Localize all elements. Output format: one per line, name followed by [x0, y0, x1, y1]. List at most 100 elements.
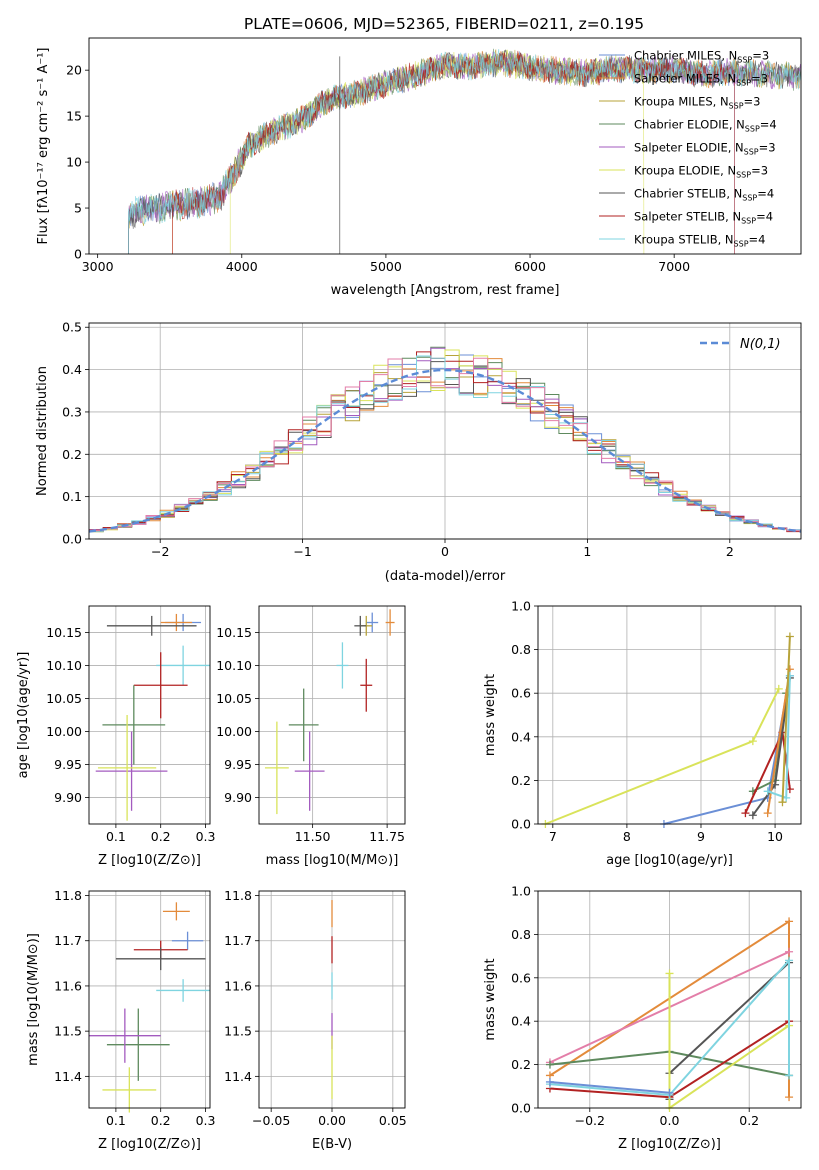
- y-tick-label: 0.8: [511, 642, 531, 657]
- figure-title: PLATE=0606, MJD=52365, FIBERID=0211, z=0…: [244, 15, 644, 33]
- y-tick-label: 11.8: [224, 888, 252, 903]
- x-axis-label: wavelength [Angstrom, rest frame]: [331, 283, 560, 298]
- x-tick-label: 0.0: [660, 1113, 680, 1128]
- weight-series-line: [668, 973, 790, 1110]
- weight-marker: [785, 1071, 794, 1080]
- x-tick-label: 0.00: [318, 1113, 346, 1128]
- z-mass-panel: 0.1 0.2 0.3 11.4 11.5 11.6 11.7 11.8 Z [log10(Z/…: [26, 888, 215, 1152]
- x-tick-label: 0.2: [151, 1113, 171, 1128]
- legend-entry: Salpeter MILES, NSSP=3: [634, 72, 768, 88]
- spectrum-line: [128, 48, 802, 254]
- x-tick-label: 7: [549, 829, 557, 844]
- y-tick-label: 0.6: [511, 686, 531, 701]
- legend-entry: Chabrier ELODIE, NSSP=4: [634, 118, 777, 134]
- x-tick-label: 7000: [658, 259, 690, 274]
- weight-series-line: [549, 957, 790, 1097]
- y-tick-label: 0.8: [511, 927, 531, 942]
- y-tick-label: 1.0: [511, 884, 531, 899]
- y-axis-label: mass [log10(M/M⊙)]: [26, 933, 41, 1066]
- x-tick-label: 9: [697, 829, 705, 844]
- weight-marker: [665, 969, 674, 978]
- axes-frame: [537, 890, 802, 1109]
- weight-marker: [665, 1088, 674, 1097]
- x-tick-label: −0.2: [575, 1113, 605, 1128]
- x-axis-label: mass [log10(M/M⊙)]: [266, 853, 399, 868]
- y-tick-label: 11.5: [54, 1024, 82, 1039]
- weight-marker: [785, 917, 794, 926]
- y-tick-label: 10.10: [46, 658, 82, 673]
- weight-marker: [785, 632, 794, 641]
- y-tick-label: 11.6: [54, 978, 82, 993]
- y-tick-label: 9.90: [224, 790, 252, 805]
- y-tick-label: 10.15: [216, 625, 252, 640]
- x-tick-label: 0.1: [106, 1113, 126, 1128]
- axes-frame: [88, 37, 802, 255]
- axes-frame: [88, 605, 211, 825]
- legend-entry: N(0,1): [740, 337, 781, 352]
- y-tick-label: 0.6: [511, 970, 531, 985]
- x-tick-label: −2: [151, 544, 169, 559]
- y-tick-label: 11.5: [224, 1024, 252, 1039]
- residual-histogram: [89, 355, 801, 532]
- x-tick-label: 10: [767, 829, 783, 844]
- weight-series-line: [668, 961, 790, 1100]
- x-tick-label: 6000: [514, 259, 546, 274]
- y-tick-label: 0.2: [511, 773, 531, 788]
- residual-histogram: [89, 349, 801, 533]
- weight-marker: [778, 798, 787, 807]
- y-tick-label: 20: [66, 63, 82, 78]
- weight-marker: [545, 1077, 554, 1086]
- y-tick-label: 11.7: [54, 933, 82, 948]
- y-tick-label: 10.05: [46, 691, 82, 706]
- x-tick-label: 11.75: [369, 829, 405, 844]
- axes-frame: [258, 890, 406, 1109]
- weight-marker: [748, 811, 757, 820]
- y-tick-label: 0.4: [62, 362, 82, 377]
- y-tick-label: 0.1: [62, 489, 82, 504]
- y-tick-label: 11.6: [224, 978, 252, 993]
- y-tick-label: 10.00: [46, 724, 82, 739]
- ebv-mass-panel: −0.05 0.00 0.05 11.4 11.5 11.6 11.7 11.8 E(B-V): [224, 888, 407, 1152]
- x-tick-label: −1: [293, 544, 311, 559]
- x-tick-label: 5000: [370, 259, 402, 274]
- y-tick-label: 0.0: [62, 532, 82, 547]
- mass-age-panel: 11.50 11.75 9.90 9.95 10.00 10.05 10.10 10.15 ma…: [216, 605, 406, 868]
- weight-marker: [741, 809, 750, 818]
- legend-entry: Kroupa MILES, NSSP=3: [634, 95, 760, 111]
- y-tick-label: 0.5: [62, 320, 82, 335]
- weight-marker: [785, 1093, 794, 1102]
- y-axis-label: Normed distribution: [35, 366, 50, 496]
- y-tick-label: 10.00: [216, 724, 252, 739]
- weight-marker: [545, 1060, 554, 1069]
- x-tick-label: 0.3: [196, 829, 216, 844]
- weight-series-line: [766, 669, 791, 814]
- y-tick-label: 0.4: [511, 1014, 531, 1029]
- legend-entry: Salpeter STELIB, NSSP=4: [634, 210, 773, 226]
- x-tick-label: 0.3: [196, 1113, 216, 1128]
- legend-entry: Salpeter ELODIE, NSSP=3: [634, 141, 776, 157]
- x-tick-label: 0.2: [151, 829, 171, 844]
- residuals-panel: −2 −1 0 1 2 0.0 0.1 0.2 0.3 0.4 0.5 (data-model)/er…: [35, 320, 802, 584]
- axes-frame: [537, 605, 802, 825]
- legend-entry: Chabrier MILES, NSSP=3: [634, 49, 769, 65]
- normal-reference-curve: [88, 368, 802, 533]
- weight-marker: [785, 956, 794, 965]
- axes-frame: [88, 322, 802, 540]
- x-tick-label: 1: [583, 544, 591, 559]
- x-axis-label: age [log10(age/yr)]: [606, 853, 733, 868]
- y-tick-label: 10.10: [216, 658, 252, 673]
- x-tick-label: 0.05: [379, 1113, 407, 1128]
- axes-frame: [88, 890, 211, 1109]
- x-tick-label: 0.1: [106, 829, 126, 844]
- x-axis-label: Z [log10(Z/Z⊙)]: [98, 1137, 201, 1152]
- y-axis-label: mass weight: [483, 674, 498, 756]
- x-tick-label: 4000: [226, 259, 258, 274]
- y-tick-label: 5: [74, 201, 82, 216]
- x-tick-label: 11.50: [295, 829, 331, 844]
- y-tick-label: 10.05: [216, 691, 252, 706]
- x-tick-label: 8: [623, 829, 631, 844]
- y-tick-label: 15: [66, 109, 82, 124]
- y-tick-label: 0.2: [62, 447, 82, 462]
- weight-series-line: [781, 636, 791, 803]
